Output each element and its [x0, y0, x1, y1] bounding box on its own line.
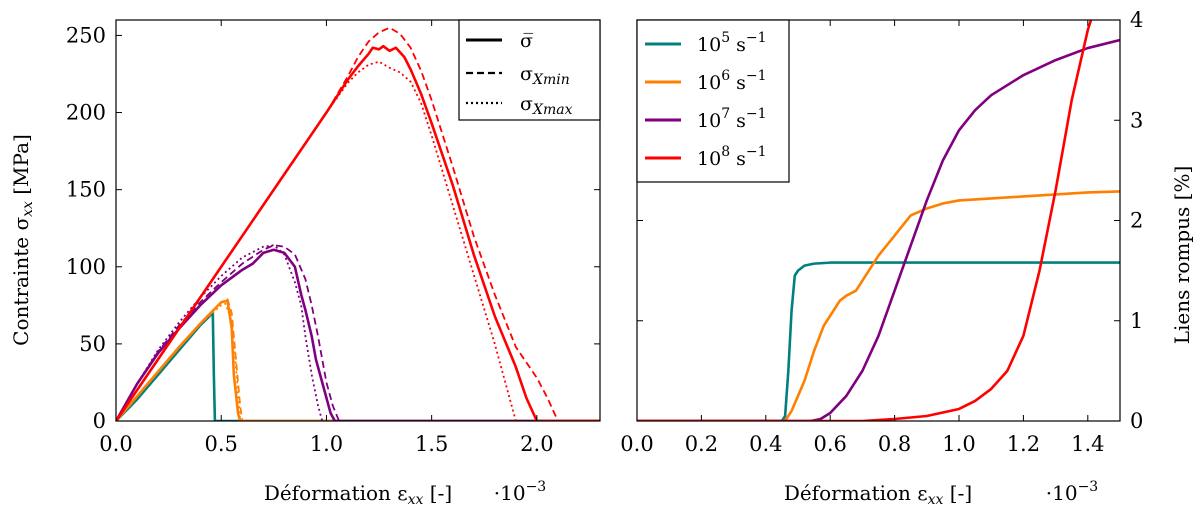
left-x-tick-label: 2.0 — [520, 432, 553, 456]
legend-label-rate-6: 106 s−1 — [697, 68, 767, 94]
left-y-tick-label: 100 — [66, 255, 106, 279]
right-y-tick-label: 0 — [1130, 409, 1143, 433]
right-series-1e8-solid — [637, 20, 1093, 421]
left-x-axis-label: Déformation εxx [-] — [264, 481, 452, 508]
legend-mean-label: σ̅ — [520, 30, 533, 52]
right-x-tick-label: 0.0 — [620, 432, 653, 456]
right-y-axis-label: Liens rompus [%] — [1170, 166, 1194, 345]
right-legend: 105 s−1 106 s−1 107 s−1 108 s−1 — [636, 19, 790, 183]
right-x-tick-label: 1.2 — [1007, 432, 1040, 456]
left-series-1e7-dotted — [116, 244, 324, 421]
legend-label-rate-7: 107 s−1 — [697, 106, 767, 132]
left-series-1e6-dashed — [116, 298, 244, 421]
right-chart-broken-bonds: 0.0 0.2 0.4 0.6 0.8 1.0 1.2 1.4 0 1 2 3 4 Déformatio… — [620, 8, 1194, 508]
right-x-tick-label: 0.8 — [878, 432, 911, 456]
right-y-tick-label: 2 — [1130, 209, 1143, 233]
left-axis-ticks: 0.0 0.5 1.0 1.5 2.0 0 50 100 150 200 250 — [66, 20, 600, 456]
left-x-tick-label: 0.5 — [205, 432, 238, 456]
right-x-multiplier: ·10−3 — [1046, 479, 1098, 505]
left-plot-frame — [115, 19, 601, 422]
legend-xmax-label: σXmax — [520, 93, 573, 118]
right-series-1e6-solid — [637, 190, 1120, 421]
right-series-1e7-solid — [637, 38, 1120, 421]
right-axis-ticks: 0.0 0.2 0.4 0.6 0.8 1.0 1.2 1.4 0 1 2 3 4 — [620, 8, 1143, 456]
right-series-1e5-solid — [637, 261, 1120, 421]
left-x-tick-label: 1.5 — [415, 432, 448, 456]
legend-label-rate-5: 105 s−1 — [697, 30, 767, 56]
left-x-multiplier: ·10−3 — [494, 479, 546, 505]
left-y-tick-label: 150 — [66, 178, 106, 202]
legend-label-rate-8: 108 s−1 — [697, 144, 767, 170]
right-x-tick-label: 1.4 — [1071, 432, 1104, 456]
left-series-1e7-dashed — [116, 244, 340, 421]
legend-xmin-label: σXmin — [520, 63, 570, 88]
left-x-tick-label: 0.0 — [99, 432, 132, 456]
left-x-tick-label: 1.0 — [310, 432, 343, 456]
right-x-tick-label: 1.0 — [942, 432, 975, 456]
left-chart-stress: 0.0 0.5 1.0 1.5 2.0 0 50 100 150 200 250 Déformati… — [9, 19, 601, 508]
left-y-axis-label: Contrainte σxx [MPa] — [9, 134, 36, 346]
left-y-tick-label: 250 — [66, 23, 106, 47]
left-series-1e8-dotted — [116, 60, 517, 421]
left-series-1e7-solid — [116, 248, 600, 421]
right-x-tick-label: 0.6 — [813, 432, 846, 456]
left-legend: σ̅ σXmin σXmax — [458, 19, 601, 121]
left-y-tick-label: 200 — [66, 101, 106, 125]
right-y-tick-label: 1 — [1130, 309, 1143, 333]
right-x-tick-label: 0.4 — [749, 432, 782, 456]
left-y-tick-label: 50 — [79, 332, 106, 356]
right-y-tick-label: 4 — [1130, 8, 1143, 32]
right-y-tick-label: 3 — [1130, 108, 1143, 132]
left-series-1e5-solid — [116, 311, 600, 421]
right-x-tick-label: 0.2 — [685, 432, 718, 456]
right-x-axis-label: Déformation εxx [-] — [784, 481, 972, 508]
right-series-group — [637, 20, 1120, 421]
right-legend-box — [636, 19, 790, 183]
left-series-group — [116, 26, 600, 421]
left-y-tick-label: 0 — [93, 409, 106, 433]
